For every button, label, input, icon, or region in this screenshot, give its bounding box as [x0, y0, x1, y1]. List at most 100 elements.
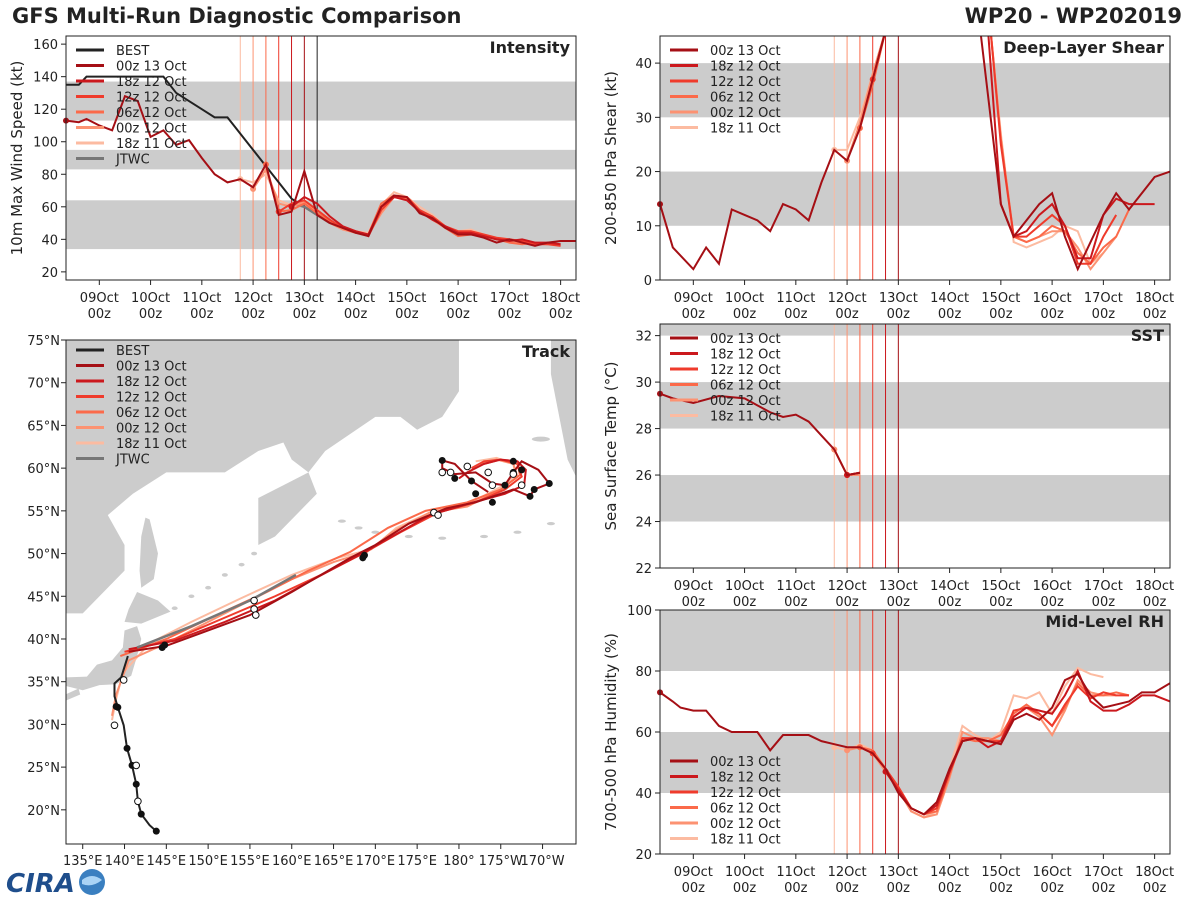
y-tick-label: 20	[635, 166, 652, 181]
track-position-marker-open	[251, 611, 260, 619]
shaded-band	[660, 63, 1170, 118]
legend-label: 18z 11 Oct	[116, 437, 187, 452]
track-position-marker	[526, 492, 534, 500]
lat-tick-label: 20°N	[27, 804, 60, 819]
y-tick-label: 28	[635, 423, 652, 438]
kuril-island	[171, 606, 178, 611]
x-tick-label-hour: 00z	[1143, 881, 1167, 896]
y-axis-label: Sea Surface Temp (°C)	[602, 361, 620, 530]
legend-label: BEST	[116, 344, 149, 359]
st-lawrence-island	[531, 436, 550, 442]
x-tick-label-hour: 00z	[835, 307, 859, 322]
x-tick-label-hour: 00z	[835, 595, 859, 610]
shaded-band	[66, 149, 576, 170]
kuril-island	[205, 585, 212, 590]
legend-label: JTWC	[115, 453, 150, 468]
lat-tick-label: 50°N	[27, 548, 60, 563]
x-tick-label-date: 09Oct	[674, 865, 713, 880]
x-tick-label-date: 11Oct	[776, 291, 815, 306]
x-tick-label-hour: 00z	[498, 307, 522, 322]
legend-label: 00z 13 Oct	[116, 60, 187, 75]
legend-label: 18z 12 Oct	[116, 375, 187, 390]
x-tick-label-hour: 00z	[784, 881, 808, 896]
x-tick-label-hour: 00z	[395, 307, 419, 322]
x-tick-label-date: 09Oct	[674, 579, 713, 594]
aleutian-island	[546, 522, 555, 526]
lat-tick-label: 55°N	[27, 505, 60, 520]
x-tick-label-hour: 00z	[887, 595, 911, 610]
x-tick-label-date: 10Oct	[725, 579, 764, 594]
plot-frame	[65, 35, 577, 281]
y-tick-label: 80	[635, 665, 652, 680]
y-tick-label: 40	[635, 57, 652, 72]
lon-tick-label: 150°E	[188, 854, 228, 869]
legend-label: 06z 12 Oct	[710, 379, 781, 394]
x-tick-label-date: 16Oct	[439, 291, 478, 306]
shaded-band	[660, 324, 1170, 336]
series-line-3	[858, 36, 1130, 266]
shaded-band	[660, 610, 1170, 671]
x-tick-label-hour: 00z	[1092, 595, 1116, 610]
x-tick-label-date: 16Oct	[1033, 291, 1072, 306]
series-line-0	[660, 392, 861, 477]
hokkaido	[124, 592, 171, 624]
y-tick-label: 30	[635, 111, 652, 126]
track-position-marker	[501, 481, 509, 489]
legend-label: JTWC	[115, 153, 150, 168]
x-tick-label-hour: 00z	[733, 881, 757, 896]
y-tick-label: 120	[33, 103, 58, 118]
track-layer	[110, 456, 553, 835]
x-tick-label-date: 09Oct	[80, 291, 119, 306]
legend-label: 00z 12 Oct	[116, 422, 187, 437]
aleutian-island	[337, 519, 346, 523]
kyushu	[38, 692, 58, 716]
x-tick-label-date: 12Oct	[828, 579, 867, 594]
lat-tick-label: 40°N	[27, 633, 60, 648]
alaska	[550, 340, 576, 477]
lon-tick-label: 170°E	[356, 854, 396, 869]
track-position-marker	[123, 744, 131, 752]
x-tick-label-hour: 00z	[938, 595, 962, 610]
x-tick-label-hour: 00z	[989, 307, 1013, 322]
lat-tick-label: 65°N	[27, 419, 60, 434]
x-tick-label-hour: 00z	[190, 307, 214, 322]
x-tick-label-date: 18Oct	[1135, 291, 1174, 306]
logo-text: CIRA	[6, 869, 75, 898]
x-tick-label-hour: 00z	[733, 595, 757, 610]
y-tick-label: 60	[41, 201, 58, 216]
track-position-marker	[451, 474, 459, 482]
x-tick-label-hour: 00z	[1040, 595, 1064, 610]
shikoku	[66, 688, 81, 701]
legend-label: 18z 11 Oct	[710, 122, 781, 137]
track-position-marker	[112, 702, 120, 710]
series-line-2	[871, 36, 1118, 265]
lat-tick-label: 70°N	[27, 377, 60, 392]
track-position-marker	[545, 480, 553, 488]
x-tick-label-date: 17Oct	[1084, 579, 1123, 594]
x-tick-label-date: 14Oct	[930, 865, 969, 880]
aleutian-island	[404, 534, 413, 539]
track-position-marker	[488, 498, 496, 506]
x-tick-label-date: 18Oct	[1135, 579, 1174, 594]
panel-title: Deep-Layer Shear	[1003, 38, 1164, 57]
lat-tick-label: 25°N	[27, 761, 60, 776]
x-tick-label-hour: 00z	[733, 307, 757, 322]
lon-tick-label: 135°E	[63, 854, 103, 869]
track-position-marker-open	[509, 470, 518, 478]
lat-tick-label: 45°N	[27, 590, 60, 605]
shaded-band	[66, 81, 576, 121]
x-tick-label-date: 16Oct	[1033, 865, 1072, 880]
x-tick-label-date: 10Oct	[725, 291, 764, 306]
track-position-marker	[472, 490, 480, 498]
x-tick-label-hour: 00z	[784, 595, 808, 610]
y-tick-label: 140	[33, 71, 58, 86]
shaded-band	[660, 382, 1170, 429]
y-tick-label: 40	[41, 233, 58, 248]
x-tick-label-hour: 00z	[344, 307, 368, 322]
track-line-2	[124, 458, 523, 653]
track-position-marker-open	[517, 481, 526, 490]
kuril-island	[188, 594, 195, 599]
panel-title: Intensity	[490, 38, 571, 57]
storm-id: WP20 - WP202019	[964, 4, 1182, 28]
x-tick-label-hour: 00z	[784, 307, 808, 322]
